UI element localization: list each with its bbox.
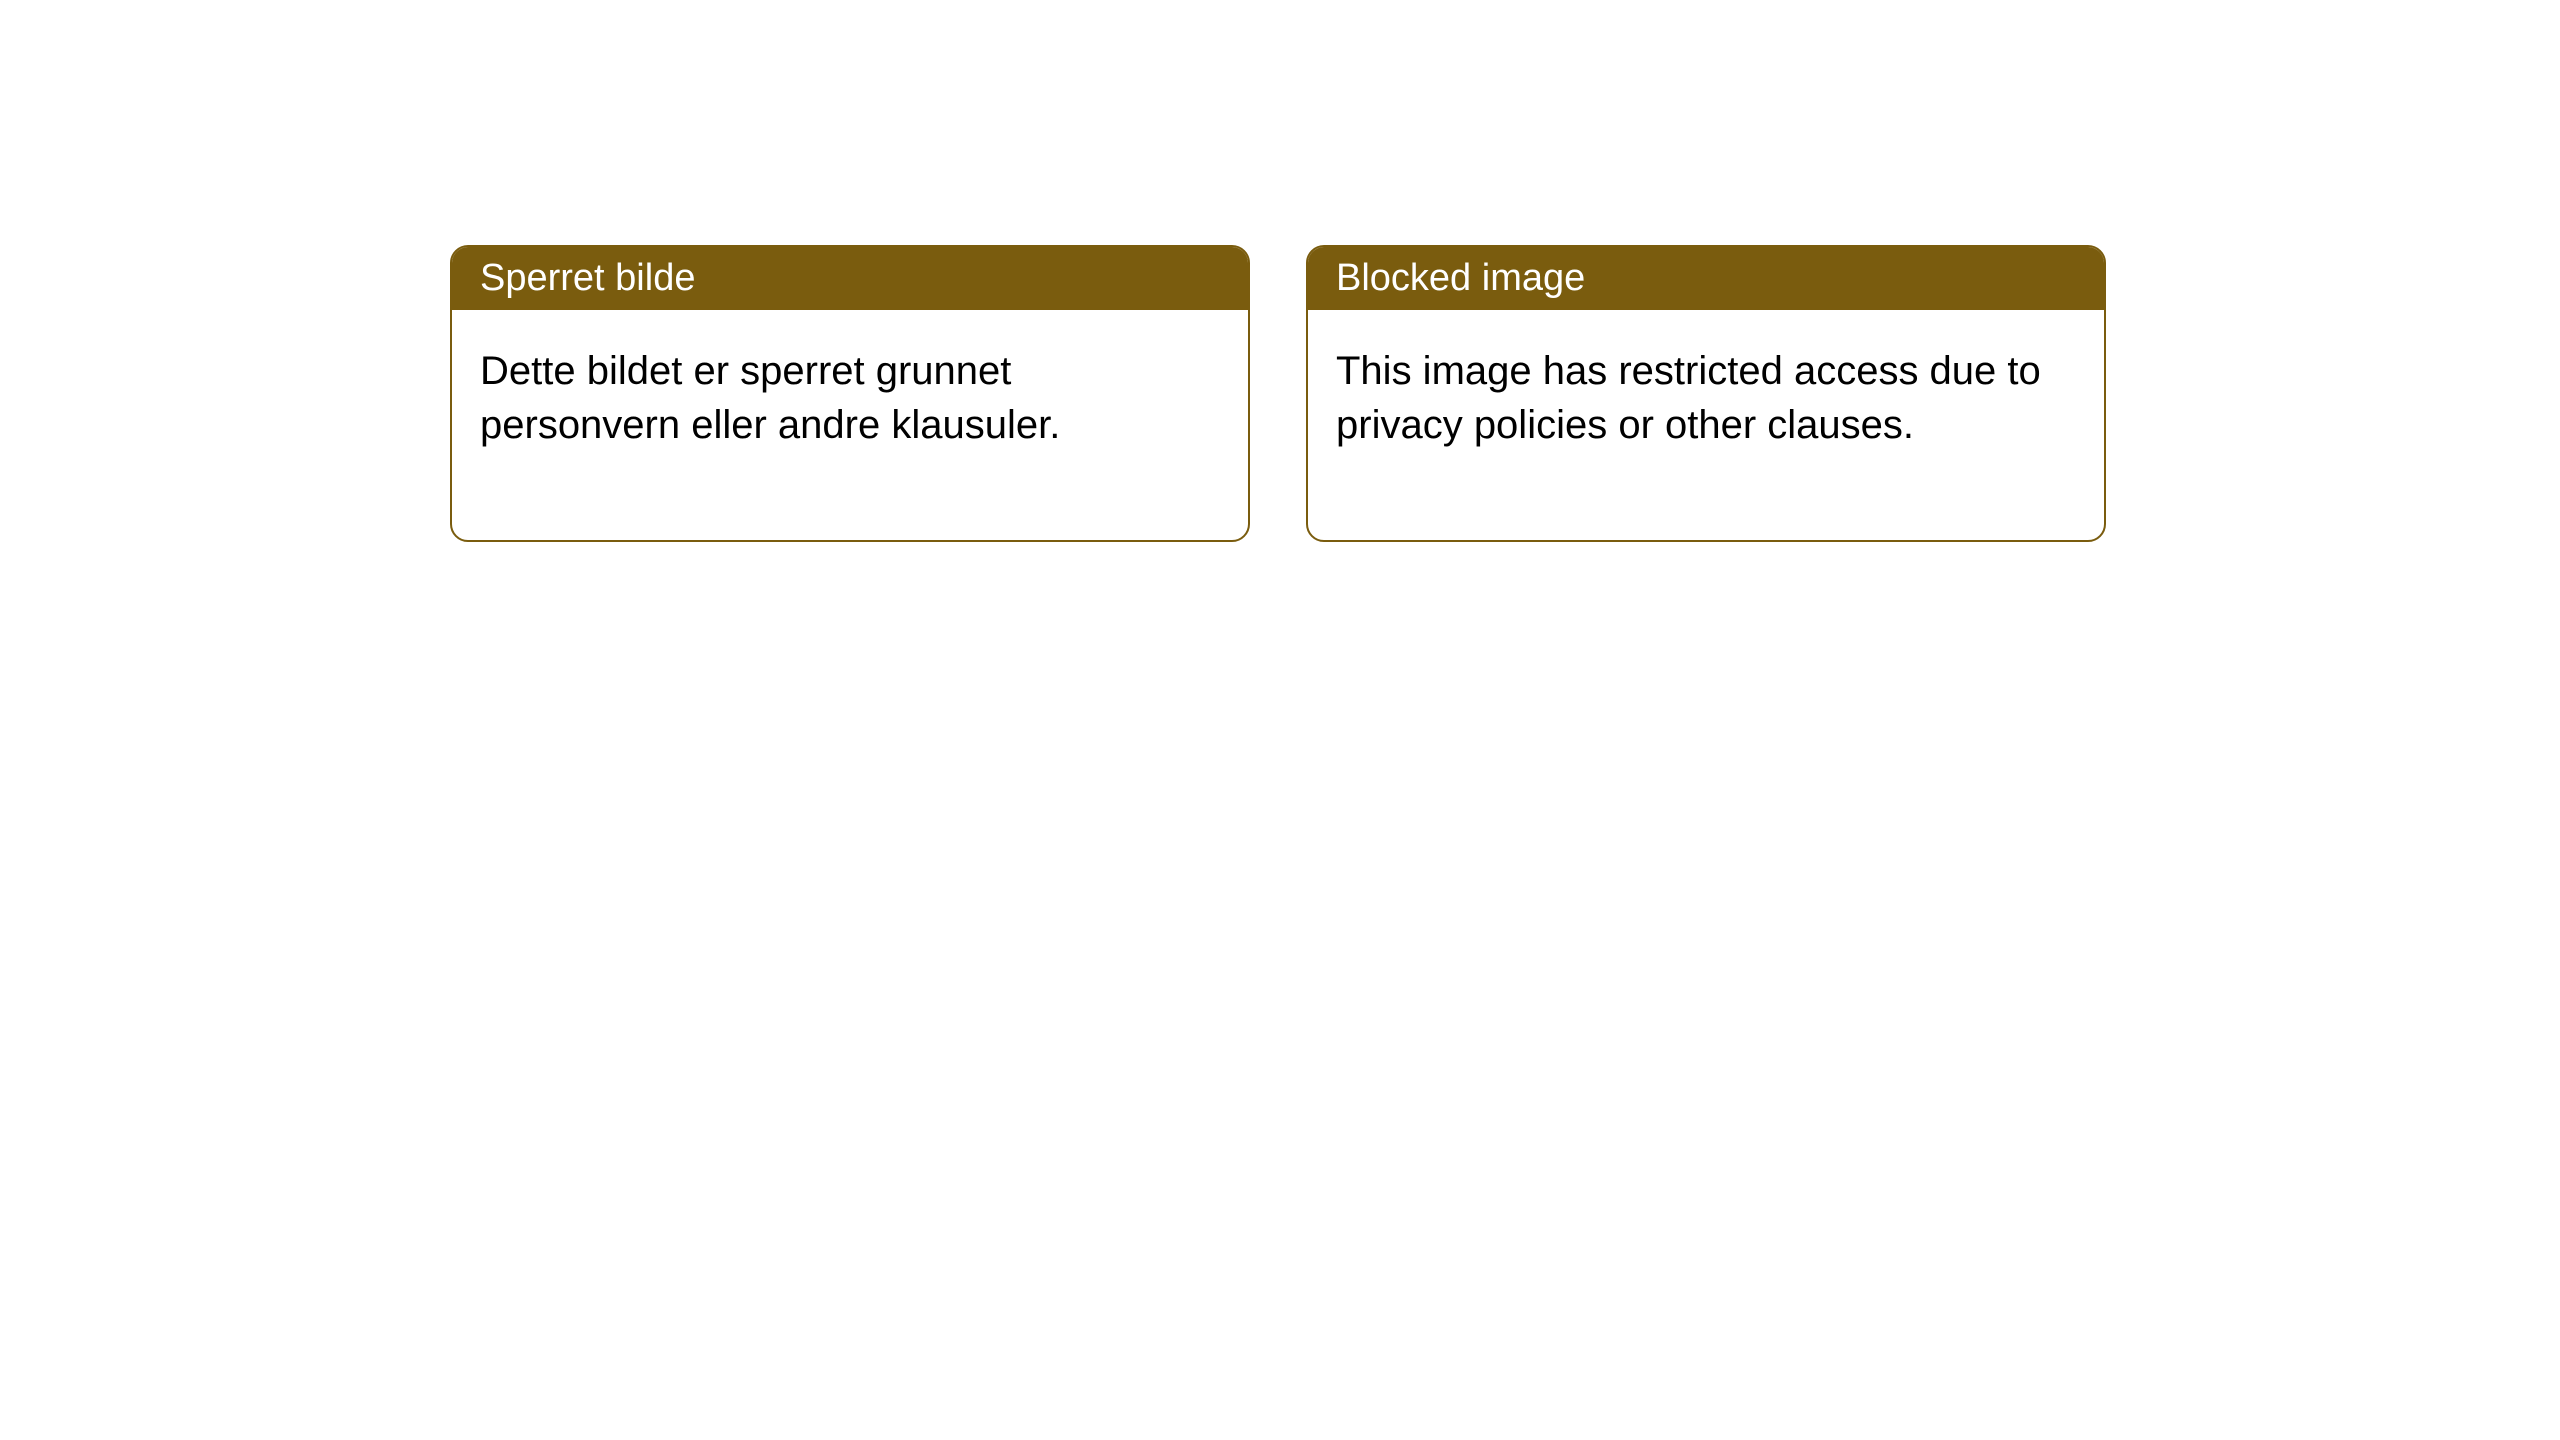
notice-card-header: Blocked image — [1308, 247, 2104, 310]
notice-card-body: Dette bildet er sperret grunnet personve… — [452, 310, 1248, 540]
notice-cards-container: Sperret bilde Dette bildet er sperret gr… — [450, 245, 2106, 542]
notice-card-norwegian: Sperret bilde Dette bildet er sperret gr… — [450, 245, 1250, 542]
notice-card-body: This image has restricted access due to … — [1308, 310, 2104, 540]
notice-card-english: Blocked image This image has restricted … — [1306, 245, 2106, 542]
notice-card-header: Sperret bilde — [452, 247, 1248, 310]
